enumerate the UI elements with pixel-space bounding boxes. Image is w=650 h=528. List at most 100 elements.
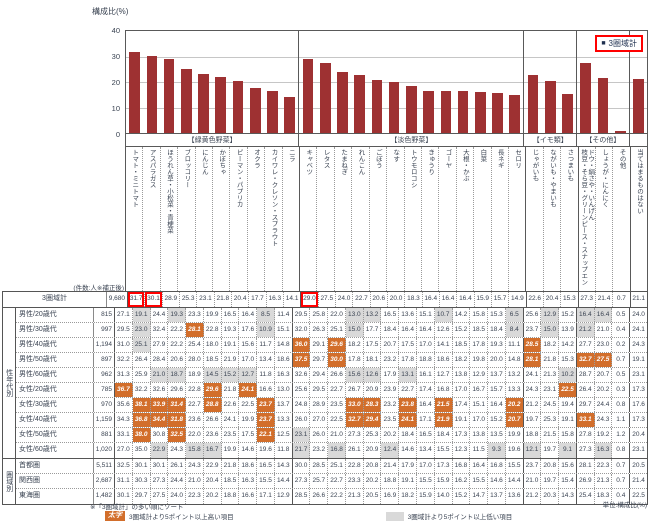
value-cell: 24.1	[524, 368, 542, 382]
value-cell: 0.7	[613, 292, 631, 307]
count-note: (件数:人※補正後)	[73, 285, 124, 292]
value-cell: 18.4	[381, 323, 400, 337]
value-cell: 13.0	[275, 383, 293, 397]
value-cell: 23.5	[328, 398, 346, 412]
category-label: その他	[618, 149, 626, 169]
value-cell: 11.7	[257, 338, 275, 352]
value-cell: 0.3	[612, 383, 631, 397]
value-cell: 16.8	[328, 443, 346, 458]
category-label-cell: かぼちゃ	[213, 147, 231, 291]
value-cell: 26.1	[346, 443, 364, 458]
bar-column	[317, 31, 334, 133]
value-cell: 20.5	[632, 462, 645, 469]
value-cell: 0.4	[612, 489, 631, 504]
value-cell: 20.7	[595, 368, 613, 382]
row-count: 785	[93, 383, 115, 397]
value-cell: 21.8	[222, 383, 240, 397]
row-count: 997	[93, 323, 115, 337]
value-cell: 21.4	[381, 459, 400, 473]
value-cell: 24.3	[595, 413, 613, 427]
value-cell: 29.6	[328, 338, 346, 352]
value-cell: 26.4	[133, 353, 151, 367]
value-cell: 17.1	[257, 489, 275, 504]
row-count: 815	[93, 308, 115, 322]
high-legend-label: 3圏域計より5ポイント以上高い項目	[129, 514, 234, 521]
table-row: 女性/40歳代 1,159 34.3 36.8 34.4 31.8 23.6 26.6 24.1…	[16, 413, 647, 428]
value-cell: 27.3	[579, 292, 596, 307]
value-cell: 11.5	[470, 443, 489, 458]
value-cell: 33.1	[576, 413, 595, 427]
bar	[319, 62, 331, 133]
value-cell: 15.6	[239, 338, 258, 352]
bar	[371, 80, 383, 133]
value-cell: 16.4	[457, 292, 475, 307]
row-group-rows: 男性/20歳代 815 27.1 19.1 24.4 19.3 23.3 19.9 16.5 16…	[16, 308, 647, 458]
category-label: さつまいも	[565, 149, 573, 182]
value-cell: 19.2	[595, 428, 613, 442]
value-cell: 16.8	[435, 383, 453, 397]
value-cell: 19.4	[559, 398, 577, 412]
value-cell: 23.2	[381, 398, 400, 412]
value-cell: 15.9	[475, 292, 492, 307]
value-cell: 13.5	[488, 428, 506, 442]
value-cell: 21.3	[541, 368, 560, 382]
value-cell: 18.5	[222, 474, 240, 488]
value-cell: 25.1	[328, 459, 346, 473]
value-cell: 15.9	[417, 489, 435, 504]
value-cell: 21.3	[595, 474, 613, 488]
value-cell: 25.6	[524, 308, 542, 322]
table-highlight-legend: 太字 3圏域計より5ポイント以上高い項目 3圏域計より5ポイント以上低い項目	[105, 511, 512, 521]
value-cell: 29.4	[310, 368, 329, 382]
value-cell: 22.7	[186, 398, 204, 412]
row-group-label-cell: 性年代別	[3, 308, 16, 458]
value-cell: 28.1	[523, 353, 542, 367]
value-cell: 31.0	[115, 338, 133, 352]
row-label: 女性/40歳代	[19, 416, 57, 423]
value-cell: 29.1	[310, 338, 329, 352]
value-cell: 18.2	[399, 489, 418, 504]
category-group-label: 【その他】	[577, 134, 630, 146]
value-cell: 35.6	[115, 398, 133, 412]
value-cell: 21.2	[524, 489, 542, 504]
value-cell: 17.8	[399, 353, 418, 367]
table-row: 東海圏 1,482 30.1 29.7 27.5 24.0 22.3 20.2 18.8 16.6…	[16, 489, 647, 504]
value-cell: 19.9	[506, 428, 524, 442]
value-cell: 12.7	[435, 368, 453, 382]
bar-column	[559, 31, 578, 133]
value-cell: 15.8	[186, 443, 204, 458]
value-cell: 0.5	[612, 308, 631, 322]
value-cell: 18.1	[364, 353, 382, 367]
value-cell: 26.6	[204, 413, 222, 427]
value-cell: 17.3	[435, 459, 453, 473]
value-cell: 18.7	[168, 368, 187, 382]
category-label: しょうが・にんにく	[600, 149, 608, 208]
category-group-label	[630, 134, 647, 146]
value-cell: 17.5	[364, 338, 382, 352]
value-cell: 30.0	[293, 459, 311, 473]
row-label: 首都圏	[19, 462, 40, 469]
value-cell: 16.5	[381, 308, 400, 322]
value-cell: 26.0	[293, 413, 311, 427]
row-label: 男性/20歳代	[19, 311, 57, 318]
row-count: 2,687	[93, 474, 115, 488]
sort-note: ※「3圏域計」の多い順にソート	[90, 504, 184, 511]
category-label: ごぼう	[374, 149, 382, 169]
value-cell: 16.4	[488, 398, 506, 412]
value-cell: 32.6	[151, 383, 169, 397]
value-cell: 13.4	[257, 353, 275, 367]
value-cell: 25.4	[577, 489, 595, 504]
value-cell: 32.7	[576, 353, 595, 367]
value-cell: 17.0	[417, 338, 435, 352]
value-cell: 20.4	[204, 474, 222, 488]
value-cell: 20.8	[364, 459, 382, 473]
value-cell: 22.5	[559, 383, 577, 397]
value-cell: 14.5	[203, 368, 222, 382]
value-cell: 25.3	[364, 428, 382, 442]
value-cell: 29.6	[203, 383, 222, 397]
value-cell: 19.9	[204, 308, 222, 322]
value-cell: 8.4	[505, 323, 524, 337]
value-cell: 20.6	[371, 292, 388, 307]
row-group-label-cell: 圏域別	[3, 459, 16, 504]
value-cell: 14.8	[275, 338, 293, 352]
value-cell: 20.4	[544, 292, 562, 307]
